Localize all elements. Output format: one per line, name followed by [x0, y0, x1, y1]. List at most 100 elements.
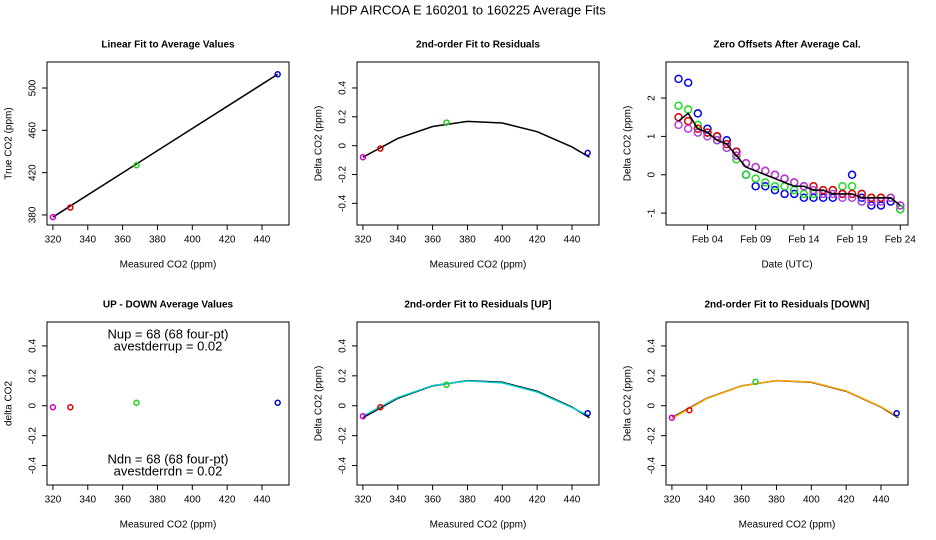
- annotation: avestderrup = 0.02: [114, 338, 223, 353]
- data-point: [703, 128, 712, 137]
- data-point: [133, 399, 140, 407]
- data-point: [780, 189, 789, 199]
- x-tick-label: 340: [79, 495, 96, 506]
- x-tick-label: 360: [114, 495, 131, 506]
- data-point: [799, 193, 809, 203]
- x-tick-label: 420: [219, 235, 236, 246]
- annotation: Nup = 68 (68 four-pt): [107, 326, 228, 341]
- data-point: [712, 135, 722, 145]
- x-axis-label: Date (UTC): [761, 260, 812, 271]
- y-tick-label: 420: [28, 164, 39, 181]
- x-tick-label: 380: [149, 495, 166, 506]
- x-tick-label: 340: [698, 495, 715, 506]
- y-tick-label: -0.2: [647, 427, 658, 445]
- x-tick-label: 320: [355, 235, 372, 246]
- fit-line: [52, 73, 279, 218]
- panel-title: UP - DOWN Average Values: [103, 300, 234, 311]
- fit-line: [362, 380, 590, 417]
- x-tick-label: 420: [529, 235, 546, 246]
- data-point: [274, 71, 281, 78]
- y-tick-label: 0.4: [338, 339, 349, 353]
- y-tick-label: 0: [647, 403, 658, 409]
- annotation: Ndn = 68 (68 four-pt): [107, 451, 228, 466]
- fit-line: [362, 120, 590, 158]
- data-point: [732, 151, 741, 160]
- panel-title: 2nd-order Fit to Residuals [UP]: [404, 300, 551, 311]
- x-tick-label: 440: [254, 235, 271, 246]
- y-tick-label: -0.4: [647, 457, 658, 475]
- data-point: [770, 185, 780, 195]
- data-point: [751, 182, 760, 191]
- x-tick-label: 320: [355, 495, 372, 506]
- data-point: [668, 414, 676, 421]
- y-axis-label: Delta CO2 (ppm): [314, 106, 325, 182]
- y-tick-label: 0.2: [338, 109, 349, 123]
- x-tick-label: 400: [803, 495, 820, 506]
- x-tick-label: Feb 04: [692, 235, 724, 246]
- data-point: [770, 182, 780, 191]
- data-point: [674, 120, 683, 130]
- data-point: [133, 161, 140, 169]
- y-tick-label: 0.4: [338, 81, 349, 95]
- data-point: [584, 409, 591, 417]
- x-tick-label: 380: [768, 495, 785, 506]
- x-tick-label: 440: [564, 495, 581, 506]
- y-tick-label: -1: [647, 208, 658, 217]
- y-tick-label: 0.2: [28, 368, 39, 382]
- x-tick-label: 320: [664, 495, 681, 506]
- x-tick-label: 400: [184, 235, 201, 246]
- data-point: [683, 78, 693, 87]
- x-axis-label: Measured CO2 (ppm): [430, 520, 527, 531]
- x-axis-label: Measured CO2 (ppm): [739, 520, 836, 531]
- plot-frame: [665, 321, 909, 486]
- x-axis-label: Measured CO2 (ppm): [430, 260, 527, 271]
- data-point: [761, 182, 770, 191]
- page-title: HDP AIRCOA E 160201 to 160225 Average Fi…: [330, 2, 606, 17]
- plot-frame: [356, 61, 600, 226]
- x-tick-label: 360: [733, 495, 750, 506]
- x-tick-label: 440: [873, 495, 890, 506]
- data-point: [359, 412, 367, 420]
- plot-frame: [46, 321, 290, 486]
- y-tick-label: -0.2: [28, 427, 39, 445]
- y-axis-label: Delta CO2 (ppm): [314, 366, 325, 442]
- y-tick-label: -0.4: [338, 194, 349, 212]
- x-tick-label: 380: [459, 495, 476, 506]
- x-tick-label: Feb 14: [788, 235, 820, 246]
- data-point: [67, 204, 74, 211]
- x-tick-label: 400: [494, 495, 511, 506]
- data-point: [274, 399, 281, 407]
- y-tick-label: 0.2: [338, 368, 349, 382]
- data-point: [789, 189, 799, 199]
- x-tick-label: Feb 19: [837, 235, 869, 246]
- panel-title: 2nd-order Fit to Residuals: [416, 40, 540, 51]
- data-point: [674, 101, 683, 110]
- y-tick-label: 0.2: [647, 368, 658, 382]
- x-tick-label: 320: [45, 495, 62, 506]
- data-point: [377, 145, 384, 152]
- data-point: [49, 403, 57, 411]
- x-tick-label: 420: [219, 495, 236, 506]
- y-tick-label: 0.4: [647, 339, 658, 353]
- data-point: [847, 182, 857, 191]
- x-tick-label: 440: [254, 495, 271, 506]
- data-point: [443, 381, 450, 389]
- y-tick-label: 0.4: [28, 339, 39, 353]
- fit-line: [678, 112, 901, 207]
- data-point: [359, 153, 367, 161]
- y-tick-label: 2: [647, 95, 658, 101]
- data-point: [847, 170, 857, 180]
- y-tick-label: 1: [647, 133, 658, 139]
- plot-frame: [356, 321, 600, 486]
- y-tick-label: 0: [338, 142, 349, 148]
- data-point: [67, 403, 74, 411]
- data-point: [693, 124, 703, 133]
- data-point: [761, 178, 770, 187]
- plot-frame: [665, 61, 909, 226]
- x-axis-label: Measured CO2 (ppm): [120, 520, 217, 531]
- x-tick-label: 400: [184, 495, 201, 506]
- y-tick-label: -0.2: [338, 427, 349, 445]
- fit-line: [671, 379, 899, 420]
- data-point: [683, 124, 693, 133]
- y-axis-label: Delta CO2 (ppm): [623, 106, 634, 182]
